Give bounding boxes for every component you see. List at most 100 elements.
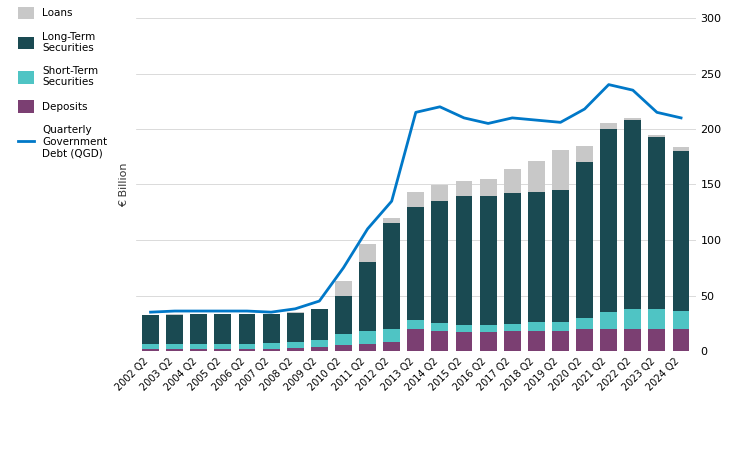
Bar [383,329,400,342]
Bar [503,324,521,331]
Bar [503,169,521,324]
Bar [624,329,641,351]
Bar [456,181,472,325]
Quarterly Government Debt (QGD) [314,298,324,304]
Bar [600,329,617,351]
Bar [287,348,304,351]
Bar [407,192,424,207]
Bar [142,344,159,349]
Quarterly Government Debt (QGD) [484,121,493,126]
Bar [383,218,400,329]
Quarterly Government Debt (QGD) [435,104,445,109]
Bar [287,312,304,313]
Bar [552,150,569,322]
Bar [359,244,376,331]
Line: Quarterly Government Debt (QGD): Quarterly Government Debt (QGD) [150,85,681,312]
Quarterly Government Debt (QGD) [146,310,155,315]
Bar [552,322,569,331]
Quarterly Government Debt (QGD) [387,198,396,204]
Bar [528,161,545,322]
Bar [432,323,448,331]
Bar [600,123,617,129]
Bar [335,346,352,351]
Quarterly Government Debt (QGD) [580,106,589,112]
Bar [359,344,376,351]
Bar [359,244,376,262]
Bar [359,331,376,344]
Bar [215,349,231,351]
Bar [262,349,280,351]
Bar [407,320,424,329]
Bar [142,315,159,344]
Quarterly Government Debt (QGD) [460,115,469,121]
Bar [552,331,569,351]
Quarterly Government Debt (QGD) [170,308,179,314]
Bar [456,332,472,351]
Bar [456,181,472,196]
Legend: Loans, Long-Term
Securities, Short-Term
Securities, Deposits, Quarterly
Governme: Loans, Long-Term Securities, Short-Term … [18,7,107,158]
Bar [262,343,280,349]
Bar [432,184,448,323]
Quarterly Government Debt (QGD) [556,120,565,125]
Bar [528,161,545,192]
Bar [335,334,352,346]
Bar [649,329,665,351]
Bar [166,344,183,349]
Bar [503,331,521,351]
Quarterly Government Debt (QGD) [363,226,372,232]
Bar [576,329,593,351]
Quarterly Government Debt (QGD) [218,308,228,314]
Bar [673,311,689,329]
Bar [407,329,424,351]
Bar [576,146,593,318]
Bar [528,322,545,331]
Bar [407,192,424,320]
Bar [215,344,231,349]
Bar [262,315,280,343]
Quarterly Government Debt (QGD) [194,308,203,314]
Quarterly Government Debt (QGD) [677,115,686,121]
Bar [480,325,497,332]
Bar [432,331,448,351]
Bar [215,315,231,344]
Quarterly Government Debt (QGD) [531,117,541,123]
Quarterly Government Debt (QGD) [339,265,348,270]
Quarterly Government Debt (QGD) [267,310,276,315]
Bar [552,150,569,190]
Bar [383,342,400,351]
Quarterly Government Debt (QGD) [628,87,637,93]
Bar [649,135,665,137]
Bar [673,147,689,311]
Quarterly Government Debt (QGD) [652,110,662,115]
Bar [480,179,497,196]
Bar [480,332,497,351]
Bar [311,346,328,351]
Bar [166,315,183,344]
Bar [576,318,593,329]
Bar [649,137,665,309]
Bar [191,315,207,344]
Bar [576,146,593,162]
Quarterly Government Debt (QGD) [243,308,252,314]
Bar [311,340,328,346]
Bar [335,281,352,334]
Bar [335,281,352,296]
Bar [287,342,304,348]
Bar [649,309,665,329]
Bar [480,179,497,325]
Bar [624,118,641,120]
Bar [624,309,641,329]
Bar [166,349,183,351]
Bar [191,349,207,351]
Quarterly Government Debt (QGD) [291,306,300,311]
Bar [673,329,689,351]
Bar [600,123,617,312]
Y-axis label: € Billion: € Billion [119,162,129,207]
Bar [528,331,545,351]
Bar [600,312,617,329]
Bar [239,344,256,349]
Bar [191,344,207,349]
Bar [456,325,472,332]
Bar [624,120,641,309]
Quarterly Government Debt (QGD) [604,82,613,87]
